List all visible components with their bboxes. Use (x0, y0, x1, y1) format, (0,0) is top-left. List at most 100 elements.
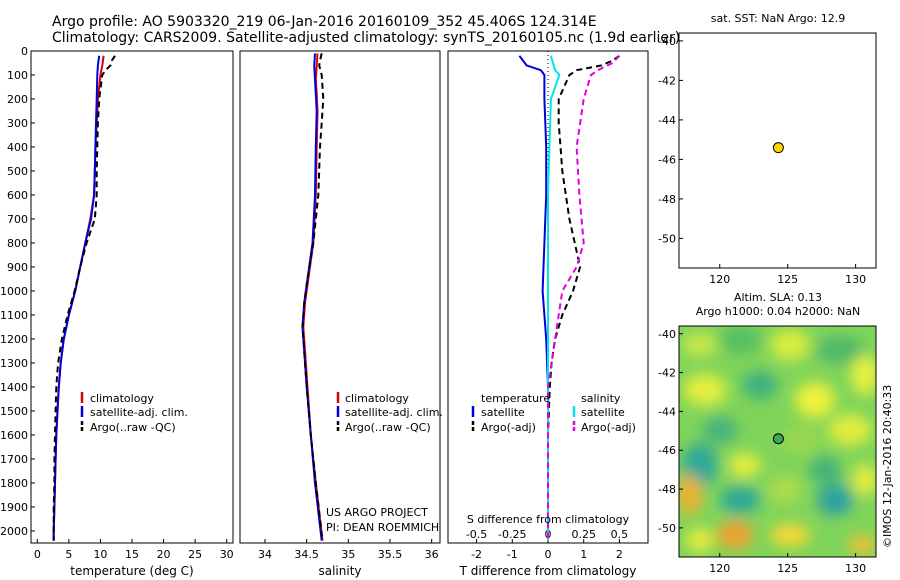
legend-salinity-title: salinity (581, 392, 621, 405)
x-tick-label: 36 (425, 548, 439, 561)
difference-profiles (518, 51, 621, 543)
depth-tick-label: 1400 (0, 381, 28, 394)
map-y-tick-label: -40 (658, 35, 676, 48)
legend-satellite: satellite-adj. clim. (345, 406, 443, 419)
map-y-tick-label: -44 (658, 114, 676, 127)
salinity-frame (239, 50, 441, 544)
x-tick-label: 2 (616, 548, 623, 561)
x-tick-label: 15 (125, 548, 139, 561)
salinity-x-axis: 34 34.5 35 35.5 36 (258, 539, 439, 561)
salinity-panel: 34 34.5 35 35.5 36 salinity climatology sate… (239, 50, 443, 578)
x-tick-label: 0 (545, 548, 552, 561)
depth-tick-label: 100 (7, 69, 28, 82)
legend-s-satellite: satellite (581, 406, 625, 419)
map-x-tick-label: 130 (845, 273, 866, 286)
depth-tick-label: 1300 (0, 357, 28, 370)
satellite-line (301, 53, 323, 541)
temperature-depth-axis: 0 100 200 300 400 500 600 700 800 900 1000 1100 1200… (0, 45, 35, 538)
map-y-tick-label: -42 (658, 74, 676, 87)
s-tick-label: -0.5 (466, 528, 487, 541)
map-x-tick-label: 125 (777, 273, 798, 286)
legend-t-satellite: satellite (481, 406, 525, 419)
map-y-tick-label: -42 (658, 367, 676, 380)
difference-legend: temperature satellite Argo(-adj) salinit… (471, 392, 636, 434)
float-position-marker (772, 142, 784, 154)
x-tick-label: 10 (93, 548, 107, 561)
s-tick-label: 0.5 (611, 528, 629, 541)
depth-tick-label: 400 (7, 141, 28, 154)
map-y-tick-label: -48 (658, 193, 676, 206)
depth-tick-label: 900 (7, 261, 28, 274)
x-tick-label: 34.5 (294, 548, 319, 561)
x-tick-label: 30 (220, 548, 234, 561)
legend-t-argo: Argo(-adj) (481, 421, 536, 434)
depth-tick-label: 600 (7, 189, 28, 202)
difference-xlabel: T difference from climatology (459, 564, 637, 578)
legend-satellite: satellite-adj. clim. (90, 406, 188, 419)
temperature-legend: climatology satellite-adj. clim. Argo(..… (80, 392, 188, 434)
x-tick-label: 35.5 (378, 548, 403, 561)
depth-tick-label: 300 (7, 117, 28, 130)
sla-map-title: Altim. SLA: 0.13 (734, 291, 822, 304)
sst-map-title: sat. SST: NaN Argo: 12.9 (711, 12, 845, 25)
map-x-tick-label: 120 (709, 562, 730, 575)
map-x-tick-label: 120 (709, 273, 730, 286)
temperature-x-axis: 0 5 10 15 20 25 30 (34, 539, 234, 561)
satellite-line (52, 55, 101, 541)
t_satellite-line (518, 55, 549, 541)
legend-s-argo: Argo(-adj) (581, 421, 636, 434)
x-tick-label: 20 (157, 548, 171, 561)
argo-line (301, 53, 325, 541)
legend-argo: Argo(..raw -QC) (345, 421, 431, 434)
difference-panel: -2 -1 0 1 2-0.5 -0.25 0 0.25 0.5 S difference fr… (447, 50, 649, 578)
x-tick-label: 35 (341, 548, 355, 561)
depth-tick-label: 1800 (0, 477, 28, 490)
legend-climatology: climatology (90, 392, 154, 405)
salinity-legend: climatology satellite-adj. clim. Argo(..… (336, 392, 443, 434)
x-tick-label: 5 (65, 548, 72, 561)
depth-tick-label: 1000 (0, 285, 28, 298)
depth-tick-label: 1100 (0, 309, 28, 322)
x-tick-label: 1 (580, 548, 587, 561)
depth-tick-label: 0 (21, 45, 28, 58)
t_argo-line (547, 54, 620, 541)
depth-tick-label: 1600 (0, 429, 28, 442)
x-tick-label: -1 (507, 548, 518, 561)
depth-tick-label: 1900 (0, 501, 28, 514)
depth-tick-label: 800 (7, 237, 28, 250)
depth-tick-label: 2000 (0, 525, 28, 538)
x-tick-label: 34 (258, 548, 272, 561)
depth-tick-label: 700 (7, 213, 28, 226)
map-y-tick-label: -40 (658, 328, 676, 341)
argo-line (52, 55, 116, 541)
map-x-tick-label: 125 (777, 562, 798, 575)
difference-top-xlabel: S difference from climatology (467, 513, 630, 526)
legend-temperature-title: temperature (481, 392, 550, 405)
sst-map-axes: 120 125 130 -40 -42 -44 -46 -48 -50 (658, 35, 866, 286)
temperature-panel: 0100200300400500600700800900100011001200… (0, 45, 234, 578)
sla-map-subtitle: Argo h1000: 0.04 h2000: NaN (696, 305, 861, 318)
map-y-tick-label: -50 (658, 232, 676, 245)
depth-tick-label: 1200 (0, 333, 28, 346)
s-tick-label: -0.25 (498, 528, 526, 541)
sla-heatmap (679, 326, 876, 557)
x-tick-label: 25 (188, 548, 202, 561)
sla-map-axes: 120 125 130 -40 -42 -44 -46 -48 -50 (658, 328, 866, 575)
float-position-marker (772, 433, 784, 445)
map-y-tick-label: -44 (658, 405, 676, 418)
sla-map-panel: Altim. SLA: 0.13 Argo h1000: 0.04 h2000:… (658, 291, 877, 575)
figure-subtitle: Climatology: CARS2009. Satellite-adjuste… (52, 30, 680, 46)
depth-tick-label: 1500 (0, 405, 28, 418)
project-annotation: US ARGO PROJECT (326, 506, 428, 519)
map-y-tick-label: -46 (658, 153, 676, 166)
temperature-profiles (52, 55, 116, 541)
depth-tick-label: 1700 (0, 453, 28, 466)
salinity-profiles (301, 53, 325, 541)
s_satellite-line (547, 55, 561, 541)
depth-tick-label: 500 (7, 165, 28, 178)
sst-map-panel: sat. SST: NaN Argo: 12.9 120 125 130 -40 -42… (658, 12, 877, 286)
temperature-xlabel: temperature (deg C) (70, 564, 193, 578)
x-tick-label: 0 (34, 548, 41, 561)
sla-map-frame (678, 325, 877, 558)
